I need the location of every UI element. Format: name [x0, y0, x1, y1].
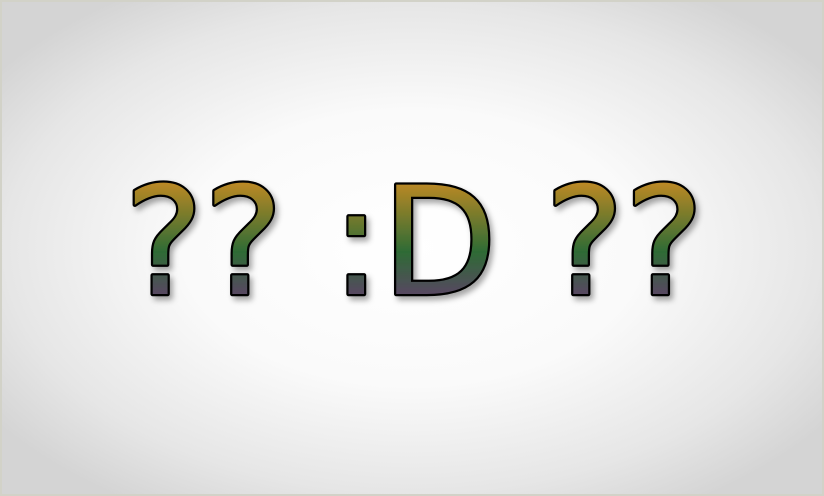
smiley-question-text: ?? :D ??: [124, 156, 704, 330]
